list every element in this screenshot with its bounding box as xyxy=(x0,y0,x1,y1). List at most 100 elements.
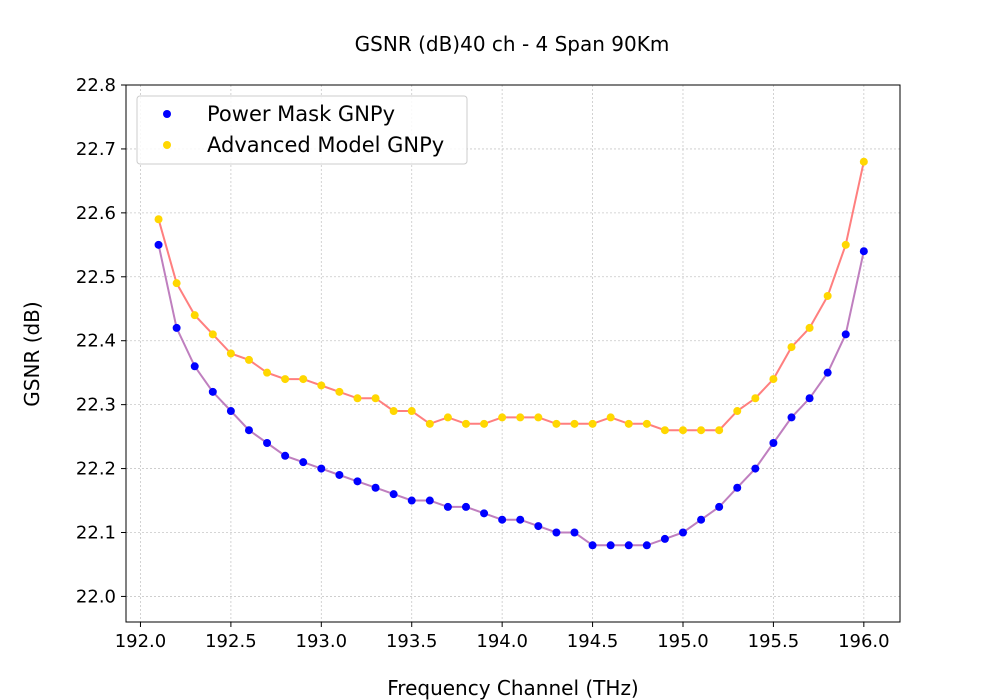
series-2-point xyxy=(299,375,308,384)
series-1-point xyxy=(208,387,217,396)
series-2-point xyxy=(244,355,253,364)
series-1-point xyxy=(678,528,687,537)
legend-box xyxy=(136,95,468,165)
series-2-point xyxy=(624,419,633,428)
series-1-point xyxy=(859,247,868,256)
series-2-point xyxy=(480,419,489,428)
series-1-point xyxy=(244,426,253,435)
series-1-point xyxy=(226,407,235,416)
series-1-point xyxy=(353,477,362,486)
series-2-point xyxy=(263,368,272,377)
legend-marker-2 xyxy=(163,141,171,149)
y-tick-label: 22.3 xyxy=(76,395,116,416)
series-2-point xyxy=(733,407,742,416)
y-axis-label: GSNR (dB) xyxy=(20,301,44,406)
series-2-point xyxy=(751,394,760,403)
series-2-point xyxy=(371,394,380,403)
x-tick-label: 193.0 xyxy=(296,631,348,652)
x-tick-label: 195.0 xyxy=(657,631,709,652)
series-2-point xyxy=(823,291,832,300)
y-tick-label: 22.8 xyxy=(76,75,116,96)
y-tick-label: 22.0 xyxy=(76,586,116,607)
y-tick-label: 22.6 xyxy=(76,203,116,224)
series-2-point xyxy=(190,311,199,320)
series-2-point xyxy=(208,330,217,339)
series-1-point xyxy=(841,330,850,339)
series-1-point xyxy=(190,362,199,371)
series-2-point xyxy=(859,157,868,166)
series-2-point xyxy=(335,387,344,396)
series-2-point xyxy=(769,375,778,384)
series-2-point xyxy=(606,413,615,422)
series-2-point xyxy=(570,419,579,428)
series-1-point xyxy=(751,464,760,473)
series-2-point xyxy=(552,419,561,428)
series-2-point xyxy=(660,426,669,435)
series-2-point xyxy=(443,413,452,422)
series-2-point xyxy=(787,343,796,352)
x-tick-label: 193.5 xyxy=(386,631,438,652)
series-1-point xyxy=(516,515,525,524)
plot-frame xyxy=(125,84,901,623)
series-2-point xyxy=(172,279,181,288)
y-tick-label: 22.4 xyxy=(76,331,116,352)
series-2-point xyxy=(407,407,416,416)
series-2-point xyxy=(805,323,814,332)
legend: Power Mask GNPy Advanced Model GNPy xyxy=(136,95,468,165)
series-2-point xyxy=(317,381,326,390)
legend-label-1: Power Mask GNPy xyxy=(207,102,395,126)
x-tick-label: 195.5 xyxy=(748,631,800,652)
series-1-point xyxy=(769,439,778,447)
series-1-point xyxy=(534,522,543,531)
series-1-point xyxy=(335,470,344,479)
series-1-point xyxy=(570,528,579,537)
series-2-point xyxy=(154,215,163,224)
series-1-point xyxy=(733,483,742,492)
series-2-point xyxy=(389,407,398,416)
series-2-point xyxy=(353,394,362,403)
y-tick-label: 22.1 xyxy=(76,523,116,544)
series-2-point xyxy=(516,413,525,422)
series-2-point xyxy=(642,419,651,428)
x-tick-label: 194.0 xyxy=(476,631,528,652)
series-1-point xyxy=(425,496,434,505)
series-2-point xyxy=(498,413,507,422)
series-1-point xyxy=(371,483,380,492)
series-1-point xyxy=(317,464,326,473)
x-axis-label: Frequency Channel (THz) xyxy=(387,676,639,700)
series-1-point xyxy=(299,458,308,467)
axis-ticks: 192.0 192.5 193.0 193.5 194.0 194.5 195.0 195.5… xyxy=(76,75,890,652)
series-1-point xyxy=(823,368,832,377)
y-tick-label: 22.7 xyxy=(76,139,116,160)
series-1-point xyxy=(715,502,724,511)
series-1-point xyxy=(805,394,814,403)
series-1-point xyxy=(407,496,416,505)
series-1-point xyxy=(588,541,597,550)
series-1-point xyxy=(787,413,796,422)
series-lines xyxy=(157,161,865,547)
series-1-point xyxy=(461,502,470,511)
series-2-point xyxy=(588,419,597,428)
legend-marker-1 xyxy=(163,110,171,118)
series-2-point xyxy=(425,419,434,428)
x-tick-label: 192.5 xyxy=(205,631,257,652)
x-tick-label: 192.0 xyxy=(115,631,167,652)
series-line-2 xyxy=(157,161,865,432)
series-1-point xyxy=(389,490,398,499)
series-points xyxy=(154,157,868,550)
series-1-point xyxy=(498,515,507,524)
y-tick-label: 22.2 xyxy=(76,459,116,480)
chart-title: GSNR (dB)40 ch - 4 Span 90Km xyxy=(355,32,670,56)
series-1-point xyxy=(606,541,615,550)
x-tick-label: 196.0 xyxy=(838,631,890,652)
series-1-point xyxy=(443,502,452,511)
series-2-point xyxy=(715,426,724,435)
series-2-point xyxy=(678,426,687,435)
series-1-point xyxy=(154,240,163,249)
series-2-point xyxy=(281,375,290,384)
series-2-point xyxy=(534,413,543,422)
series-2-point xyxy=(226,349,235,358)
series-1-point xyxy=(263,439,272,447)
series-1-point xyxy=(697,515,706,524)
